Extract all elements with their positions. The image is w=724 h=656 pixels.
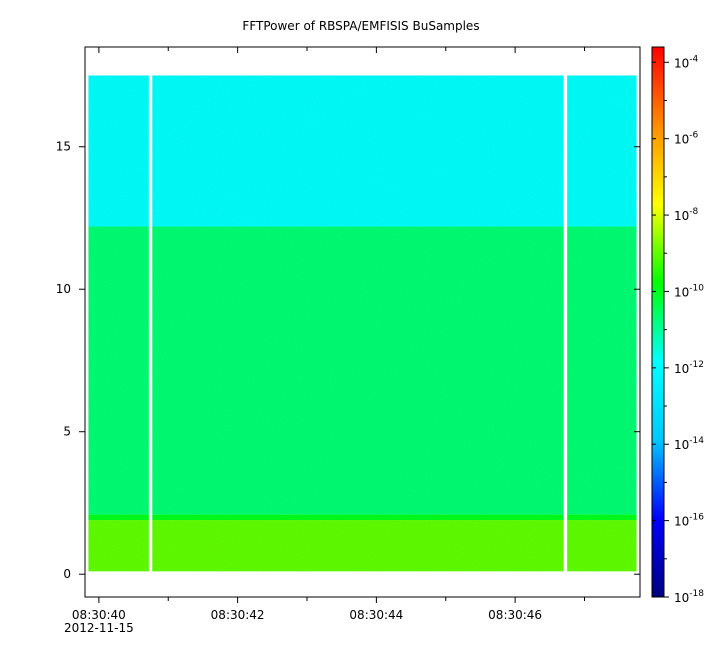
colorbar-tick-label: 10-10	[674, 283, 704, 299]
colorbar-tick-label: 10-12	[674, 360, 704, 376]
colorbar-gradient	[651, 46, 665, 598]
plot-frame	[84, 46, 641, 598]
y-tick-label: 0	[63, 567, 71, 581]
x-tick-label: 08:30:40	[72, 608, 126, 622]
colorbar-tick-label: 10-6	[674, 131, 699, 147]
chart-title: FFTPower of RBSPA/EMFISIS BuSamples	[242, 19, 479, 33]
colorbar-tick-label: 10-16	[674, 513, 704, 529]
data-gap	[148, 74, 153, 573]
x-tick-date-label: 2012-11-15	[64, 621, 134, 635]
colorbar-tick-label: 10-8	[674, 207, 699, 223]
colorbar-tick-label: 10-14	[674, 436, 704, 452]
x-tick-label: 08:30:44	[349, 608, 403, 622]
y-tick-label: 15	[56, 140, 71, 154]
y-tick-label: 5	[63, 425, 71, 439]
colorbar: 10-4 10-6 10-8 10-10 10-12 10-14 10-16 10-18	[651, 46, 704, 605]
colorbar-tick-label: 10-4	[674, 54, 699, 70]
colorbar-tick-label: 10-18	[674, 589, 704, 605]
spectrogram-texture	[88, 75, 637, 572]
x-tick-label: 08:30:46	[488, 608, 542, 622]
data-gap	[563, 74, 568, 573]
y-tick-label: 10	[56, 282, 71, 296]
x-tick-label: 08:30:42	[211, 608, 265, 622]
